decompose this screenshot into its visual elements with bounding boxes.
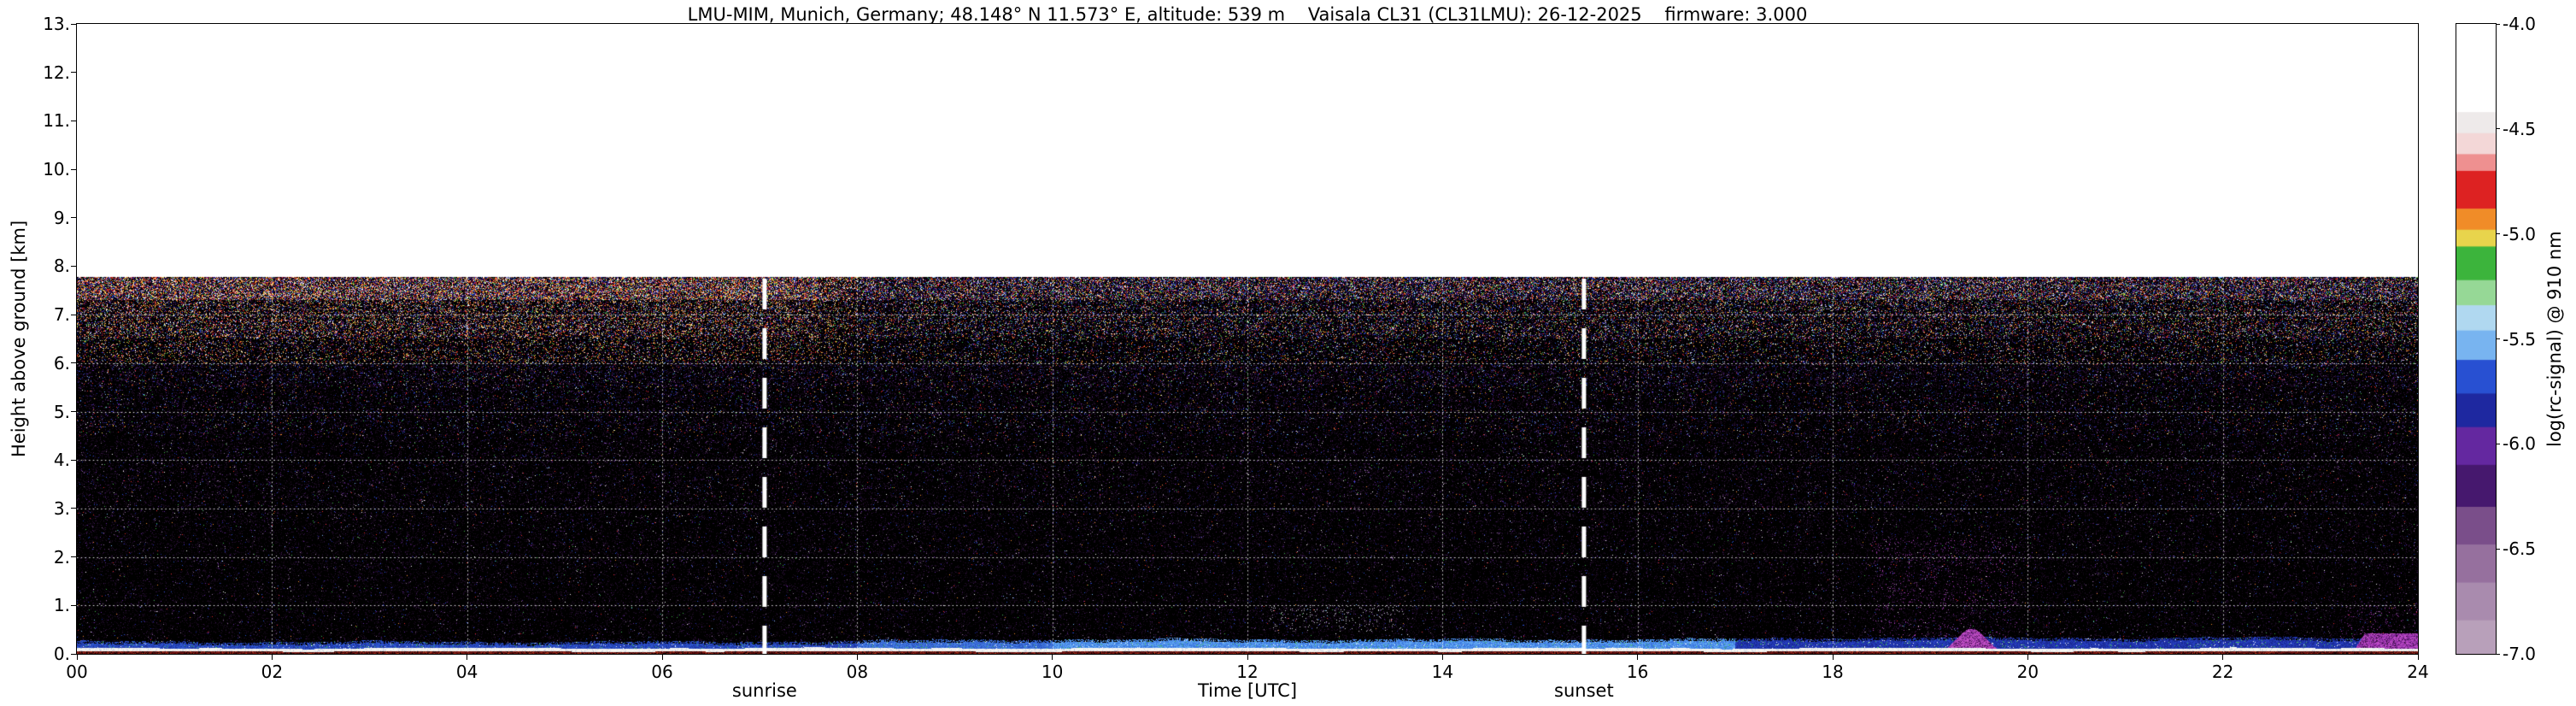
x-tick-label: 18 [1822,662,1844,682]
x-tick-mark [466,655,468,660]
colorbar-tick-mark [2496,233,2500,235]
colorbar-tick-label: -4.5 [2503,118,2537,139]
x-tick-mark [1832,655,1834,660]
y-tick-mark [71,168,76,170]
y-tick-mark [71,72,76,74]
x-tick-mark [2222,655,2224,660]
x-tick-mark [271,655,273,660]
x-tick-label: 24 [2407,662,2429,682]
y-tick-label: 1. [53,595,70,616]
x-tick-mark [1247,655,1248,660]
y-tick-label: 4. [53,450,70,471]
y-tick-label: 2. [53,546,70,568]
y-tick-label: 9. [53,207,70,228]
x-tick-mark [76,655,78,660]
colorbar [2456,23,2497,655]
x-tick-mark [2027,655,2028,660]
y-tick-label: 3. [53,497,70,519]
y-tick-label: 13. [43,14,70,34]
colorbar-tick-mark [2496,548,2500,550]
x-tick-mark [856,655,858,660]
x-tick-label: 06 [651,662,673,682]
figure-title: LMU-MIM, Munich, Germany; 48.148° N 11.5… [687,4,1808,25]
y-tick-mark [71,265,76,267]
colorbar-tick-label: -6.5 [2503,538,2537,560]
y-tick-label: 12. [43,62,70,83]
colorbar-axis-label: log(rc-signal) @ 910 nm [2544,231,2565,447]
y-tick-mark [71,604,76,606]
colorbar-tick-label: -4.0 [2503,14,2537,34]
sunrise-marker-label: sunrise [731,680,797,701]
y-tick-label: 5. [53,401,70,422]
y-tick-mark [71,653,76,655]
x-tick-label: 08 [846,662,869,682]
colorbar-tick-label: -5.0 [2503,223,2537,244]
y-tick-label: 8. [53,256,70,277]
y-tick-mark [71,508,76,509]
x-tick-label: 16 [1626,662,1649,682]
y-tick-mark [71,411,76,413]
x-tick-mark [1441,655,1443,660]
x-tick-label: 10 [1041,662,1064,682]
colorbar-tick-mark [2496,653,2500,655]
y-tick-label: 10. [43,159,70,180]
colorbar-tick-label: -5.5 [2503,328,2537,350]
y-tick-mark [71,459,76,461]
sunset-marker-label: sunset [1554,680,1614,701]
x-tick-label: 02 [261,662,284,682]
x-tick-label: 20 [2016,662,2039,682]
x-tick-label: 04 [455,662,478,682]
colorbar-tick-mark [2496,338,2500,339]
colorbar-tick-label: -7.0 [2503,644,2537,664]
y-tick-label: 6. [53,352,70,374]
colorbar-tick-mark [2496,128,2500,130]
y-tick-mark [71,217,76,219]
x-tick-label: 22 [2211,662,2234,682]
y-tick-label: 0. [53,644,70,664]
x-tick-label: 14 [1431,662,1454,682]
y-tick-mark [71,556,76,558]
y-tick-mark [71,23,76,25]
x-tick-mark [2417,655,2419,660]
x-axis-label: Time [UTC] [1197,680,1298,701]
x-tick-mark [661,655,663,660]
x-tick-mark [1052,655,1053,660]
y-tick-label: 7. [53,304,70,326]
colorbar-tick-mark [2496,23,2500,25]
backscatter-heatmap [76,23,2419,655]
y-tick-label: 11. [43,110,70,132]
x-tick-mark [1637,655,1639,660]
x-tick-label: 00 [66,662,88,682]
y-tick-mark [71,362,76,364]
x-tick-label: 12 [1236,662,1259,682]
colorbar-tick-label: -6.0 [2503,433,2537,455]
